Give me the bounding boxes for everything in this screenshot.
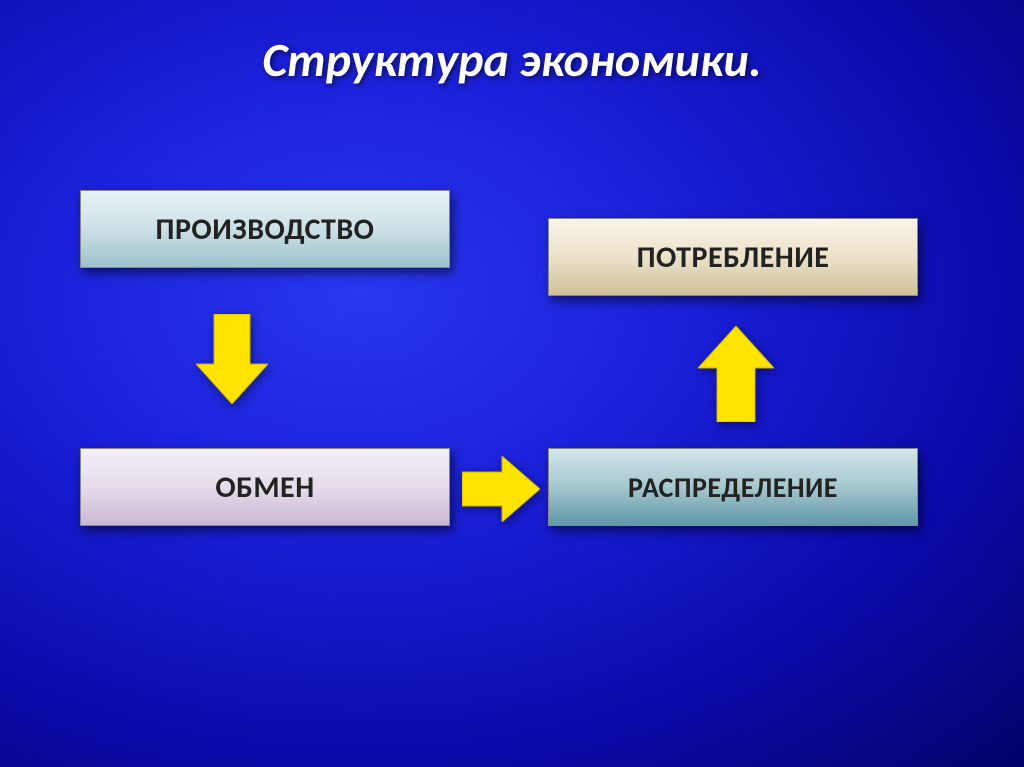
- node-exchange: ОБМЕН: [80, 448, 450, 526]
- node-consumption-label: ПОТРЕБЛЕНИЕ: [637, 239, 830, 276]
- arrow-right-icon: [462, 456, 540, 522]
- page-title: Структура экономики.: [0, 30, 1024, 89]
- node-exchange-label: ОБМЕН: [215, 469, 314, 506]
- node-distribution-label: РАСПРЕДЕЛЕНИЕ: [628, 470, 838, 505]
- node-consumption: ПОТРЕБЛЕНИЕ: [548, 218, 918, 296]
- node-production: ПРОИЗВОДСТВО: [80, 190, 450, 268]
- arrow-up-icon: [698, 326, 774, 422]
- node-production-label: ПРОИЗВОДСТВО: [156, 211, 375, 248]
- node-distribution: РАСПРЕДЕЛЕНИЕ: [548, 448, 918, 526]
- arrow-down-icon: [196, 314, 268, 404]
